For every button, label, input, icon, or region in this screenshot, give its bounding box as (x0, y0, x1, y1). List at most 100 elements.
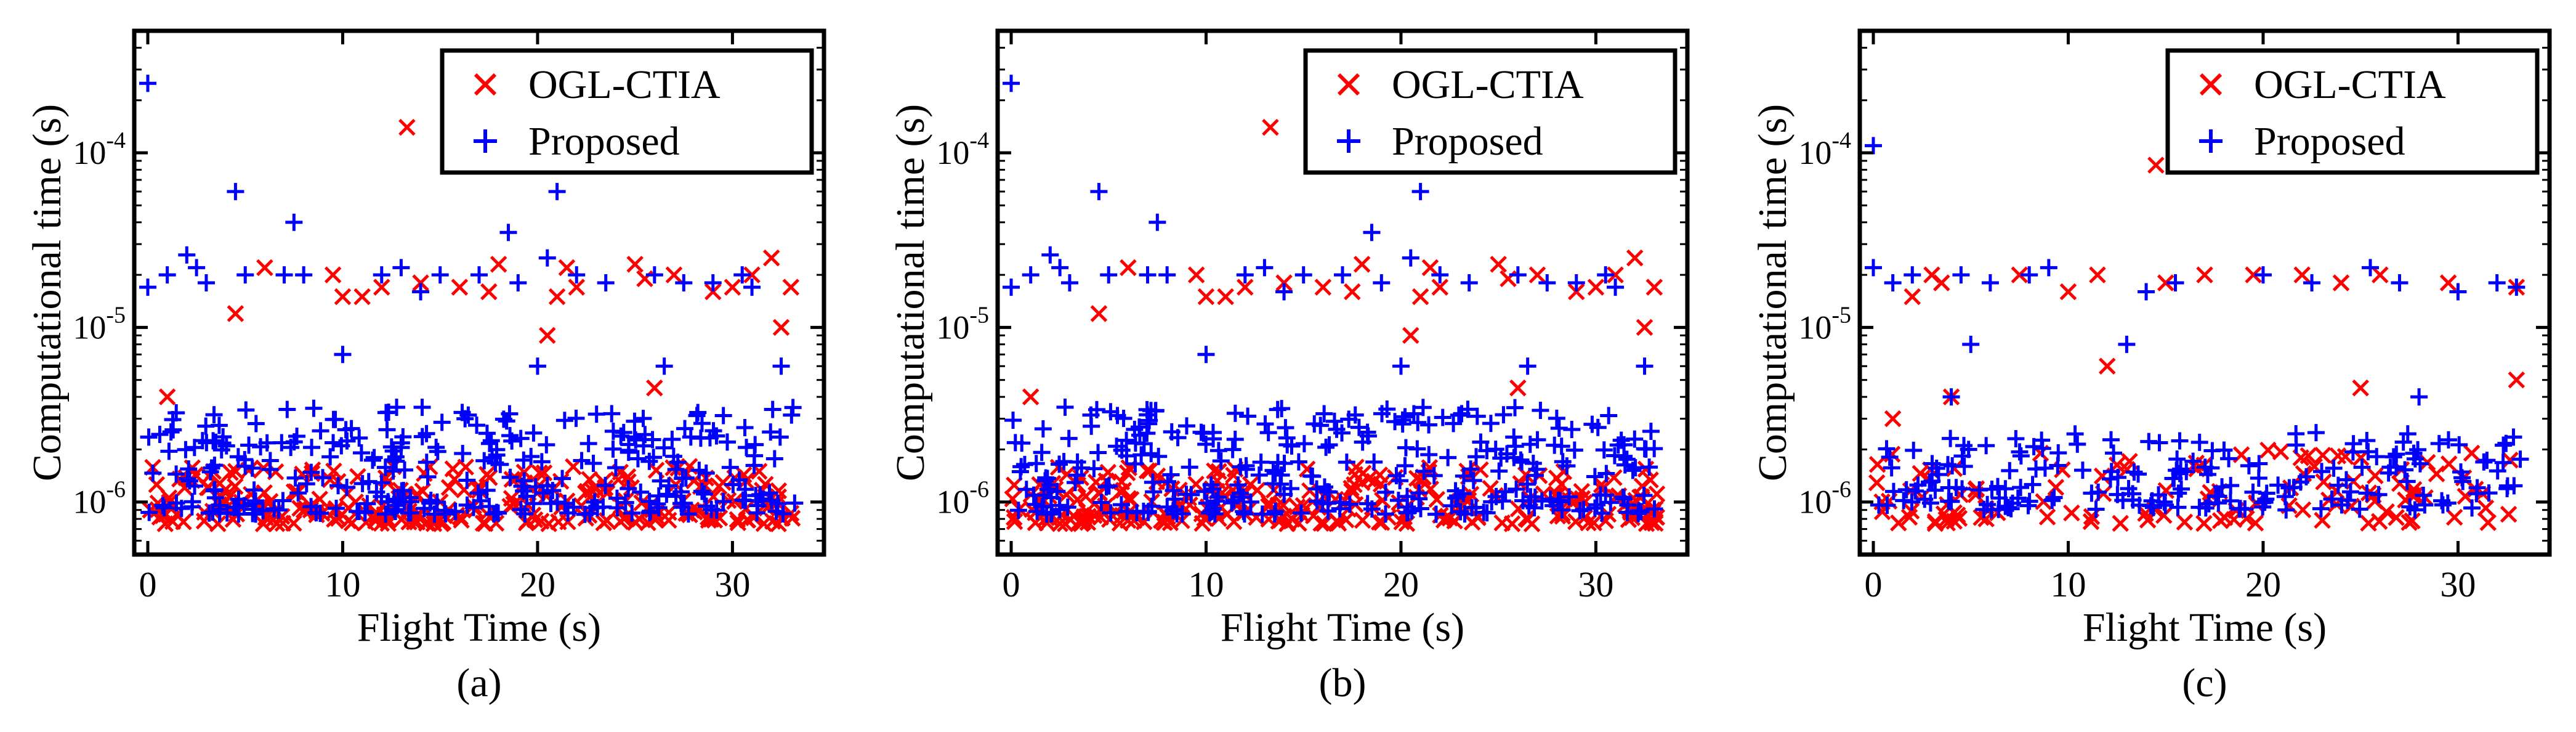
data-point (2257, 490, 2275, 508)
data-point (2468, 485, 2485, 503)
data-point (1506, 437, 1524, 455)
data-point (2130, 465, 2147, 483)
data-point (2475, 453, 2493, 471)
legend-marker (474, 129, 497, 153)
data-point (458, 496, 476, 514)
y-tick-label: 10-6 (73, 477, 126, 521)
data-point (1264, 475, 1282, 493)
data-point (1058, 486, 1075, 503)
data-point (282, 439, 300, 457)
data-point (538, 249, 556, 267)
data-point (663, 430, 681, 448)
y-tick-label: 10-5 (936, 302, 989, 346)
data-point (398, 118, 416, 136)
data-point (358, 495, 376, 513)
x-tick-label: 30 (1578, 564, 1613, 604)
plot-area (1003, 75, 1666, 532)
data-point (1192, 423, 1210, 441)
legend-entry: OGL-CTIA (1392, 62, 1584, 107)
data-point (1942, 388, 1960, 406)
data-point (2285, 479, 2303, 497)
data-point (672, 495, 690, 513)
data-point (2277, 501, 2295, 519)
data-point (2045, 489, 2063, 506)
data-point (2380, 464, 2397, 482)
data-point (225, 498, 243, 516)
data-point (392, 259, 410, 277)
data-point (1912, 465, 1929, 482)
data-point (1645, 440, 1663, 458)
data-point (396, 461, 414, 479)
data-point (353, 288, 371, 306)
data-point (652, 472, 669, 490)
data-point (1344, 283, 1361, 301)
data-point (1558, 457, 1576, 475)
data-point (1464, 471, 1482, 489)
data-point (763, 492, 781, 510)
data-point (2059, 283, 2077, 301)
data-point (1197, 288, 1215, 306)
data-point (2254, 494, 2272, 511)
data-point (548, 494, 566, 511)
legend-marker (1337, 73, 1360, 96)
data-point (373, 266, 390, 284)
legend-entry: Proposed (2254, 119, 2405, 164)
series-proposed (1003, 75, 1663, 523)
data-point (2352, 379, 2369, 397)
data-point (1301, 482, 1318, 500)
data-point (704, 283, 722, 301)
data-point (1645, 279, 1663, 296)
data-point (1056, 398, 1074, 416)
data-point (2505, 428, 2522, 446)
data-point (164, 421, 182, 439)
data-point (1506, 399, 1524, 417)
data-point (303, 439, 321, 457)
legend-box (440, 48, 814, 175)
data-point (1490, 462, 1508, 480)
data-point (431, 266, 449, 284)
data-point (623, 504, 641, 522)
data-point (2173, 480, 2190, 498)
data-point (1868, 455, 1886, 473)
data-point (1952, 266, 1970, 284)
legend-entry: Proposed (1392, 119, 1543, 164)
data-point (2384, 448, 2402, 466)
data-point (2479, 514, 2497, 531)
data-point (2344, 435, 2362, 453)
data-point (1051, 501, 1068, 519)
data-point (1612, 431, 1630, 449)
data-point (490, 256, 507, 273)
data-point (1588, 496, 1606, 514)
data-point (650, 498, 668, 516)
data-point (1068, 491, 1086, 508)
data-point (594, 498, 612, 516)
data-point (782, 279, 800, 296)
data-point (501, 468, 519, 486)
data-point (2368, 448, 2386, 466)
data-point (1292, 504, 1310, 522)
data-point (1239, 407, 1257, 425)
data-point (1206, 505, 1224, 523)
data-point (2109, 468, 2127, 486)
data-point (217, 437, 235, 455)
data-point (2353, 458, 2371, 476)
data-point (499, 224, 517, 242)
data-point (528, 357, 546, 375)
data-point (1595, 441, 1613, 459)
data-point (2457, 487, 2474, 505)
data-point (1181, 458, 1198, 476)
data-point (1989, 478, 2006, 495)
data-point (247, 415, 265, 433)
panel-label: (c) (2182, 661, 2227, 706)
data-point (379, 514, 397, 532)
data-point (1626, 459, 1644, 477)
data-point (1586, 468, 1604, 486)
data-point (418, 453, 435, 471)
data-point (2341, 483, 2359, 501)
data-point (1565, 441, 1583, 459)
data-point (2439, 431, 2457, 449)
data-point (1089, 444, 1107, 462)
data-point (206, 457, 224, 474)
data-point (158, 388, 176, 405)
data-point (168, 465, 185, 483)
